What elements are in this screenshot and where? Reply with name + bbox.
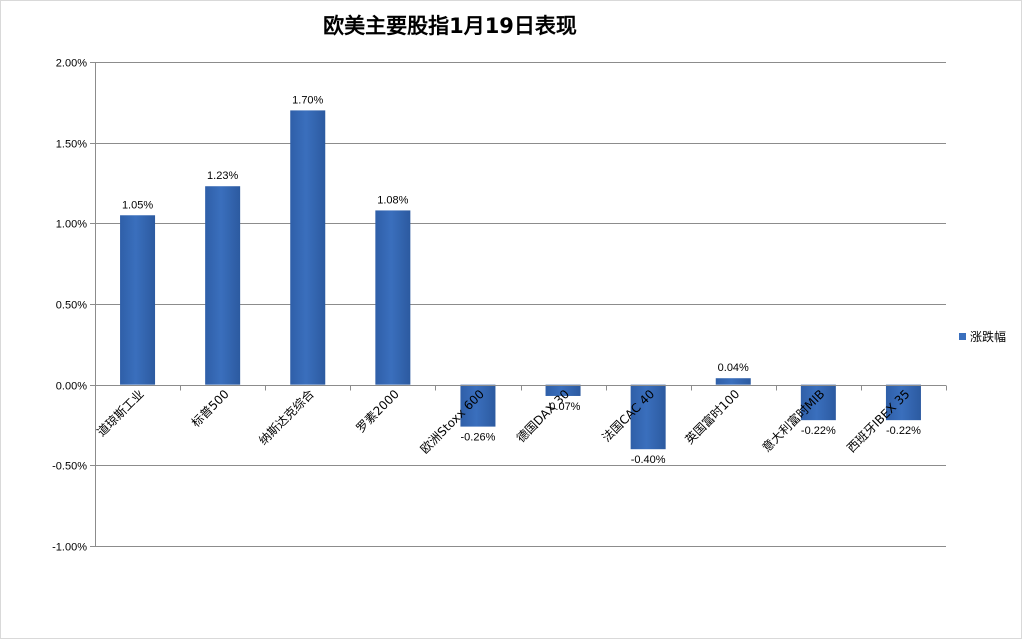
data-label: -0.22% [886,425,921,437]
data-label: -0.26% [461,432,496,444]
bar [290,110,326,385]
x-tick-label: 标普500 [189,387,232,430]
y-tick-label: 1.00% [56,219,87,231]
legend-label: 涨跌幅 [970,330,1007,344]
bar [630,384,666,450]
chart-title: 欧美主要股指1月19日表现 [323,14,577,38]
bar [120,215,156,385]
y-tick-label: 2.00% [56,58,87,70]
bar [800,384,836,421]
x-tick-label: 德国DAX 30 [513,386,572,445]
bar [205,186,241,385]
data-label: 1.08% [377,194,408,206]
y-tick-label: -1.00% [52,542,87,554]
data-label: -0.22% [801,425,836,437]
x-tick-label: 西班牙IBEX 35 [844,387,912,455]
data-label: 1.23% [207,170,238,182]
bar [460,384,496,427]
bar [545,384,581,396]
x-tick-label: 英国富时100 [682,386,743,447]
bar [885,384,921,421]
data-label: -0.40% [631,454,666,466]
data-label: -0.07% [546,401,581,413]
x-tick-label: 纳斯达克综合 [255,386,317,448]
x-tick-label: 意大利富时MIB [759,386,828,455]
data-label: 0.04% [718,362,749,374]
x-tick-label: 罗素2000 [354,387,402,435]
y-tick-label: 1.50% [56,139,87,151]
x-tick-label: 道琼斯工业 [94,386,147,439]
data-label: 1.05% [122,199,153,211]
data-label: 1.70% [292,94,323,106]
legend: 涨跌幅 [959,328,1006,345]
y-tick-label: 0.50% [56,300,87,312]
bar [715,378,751,385]
bar [375,210,411,385]
y-tick-label: 0.00% [56,381,87,393]
legend-swatch [959,333,966,340]
y-tick-label: -0.50% [52,461,87,473]
